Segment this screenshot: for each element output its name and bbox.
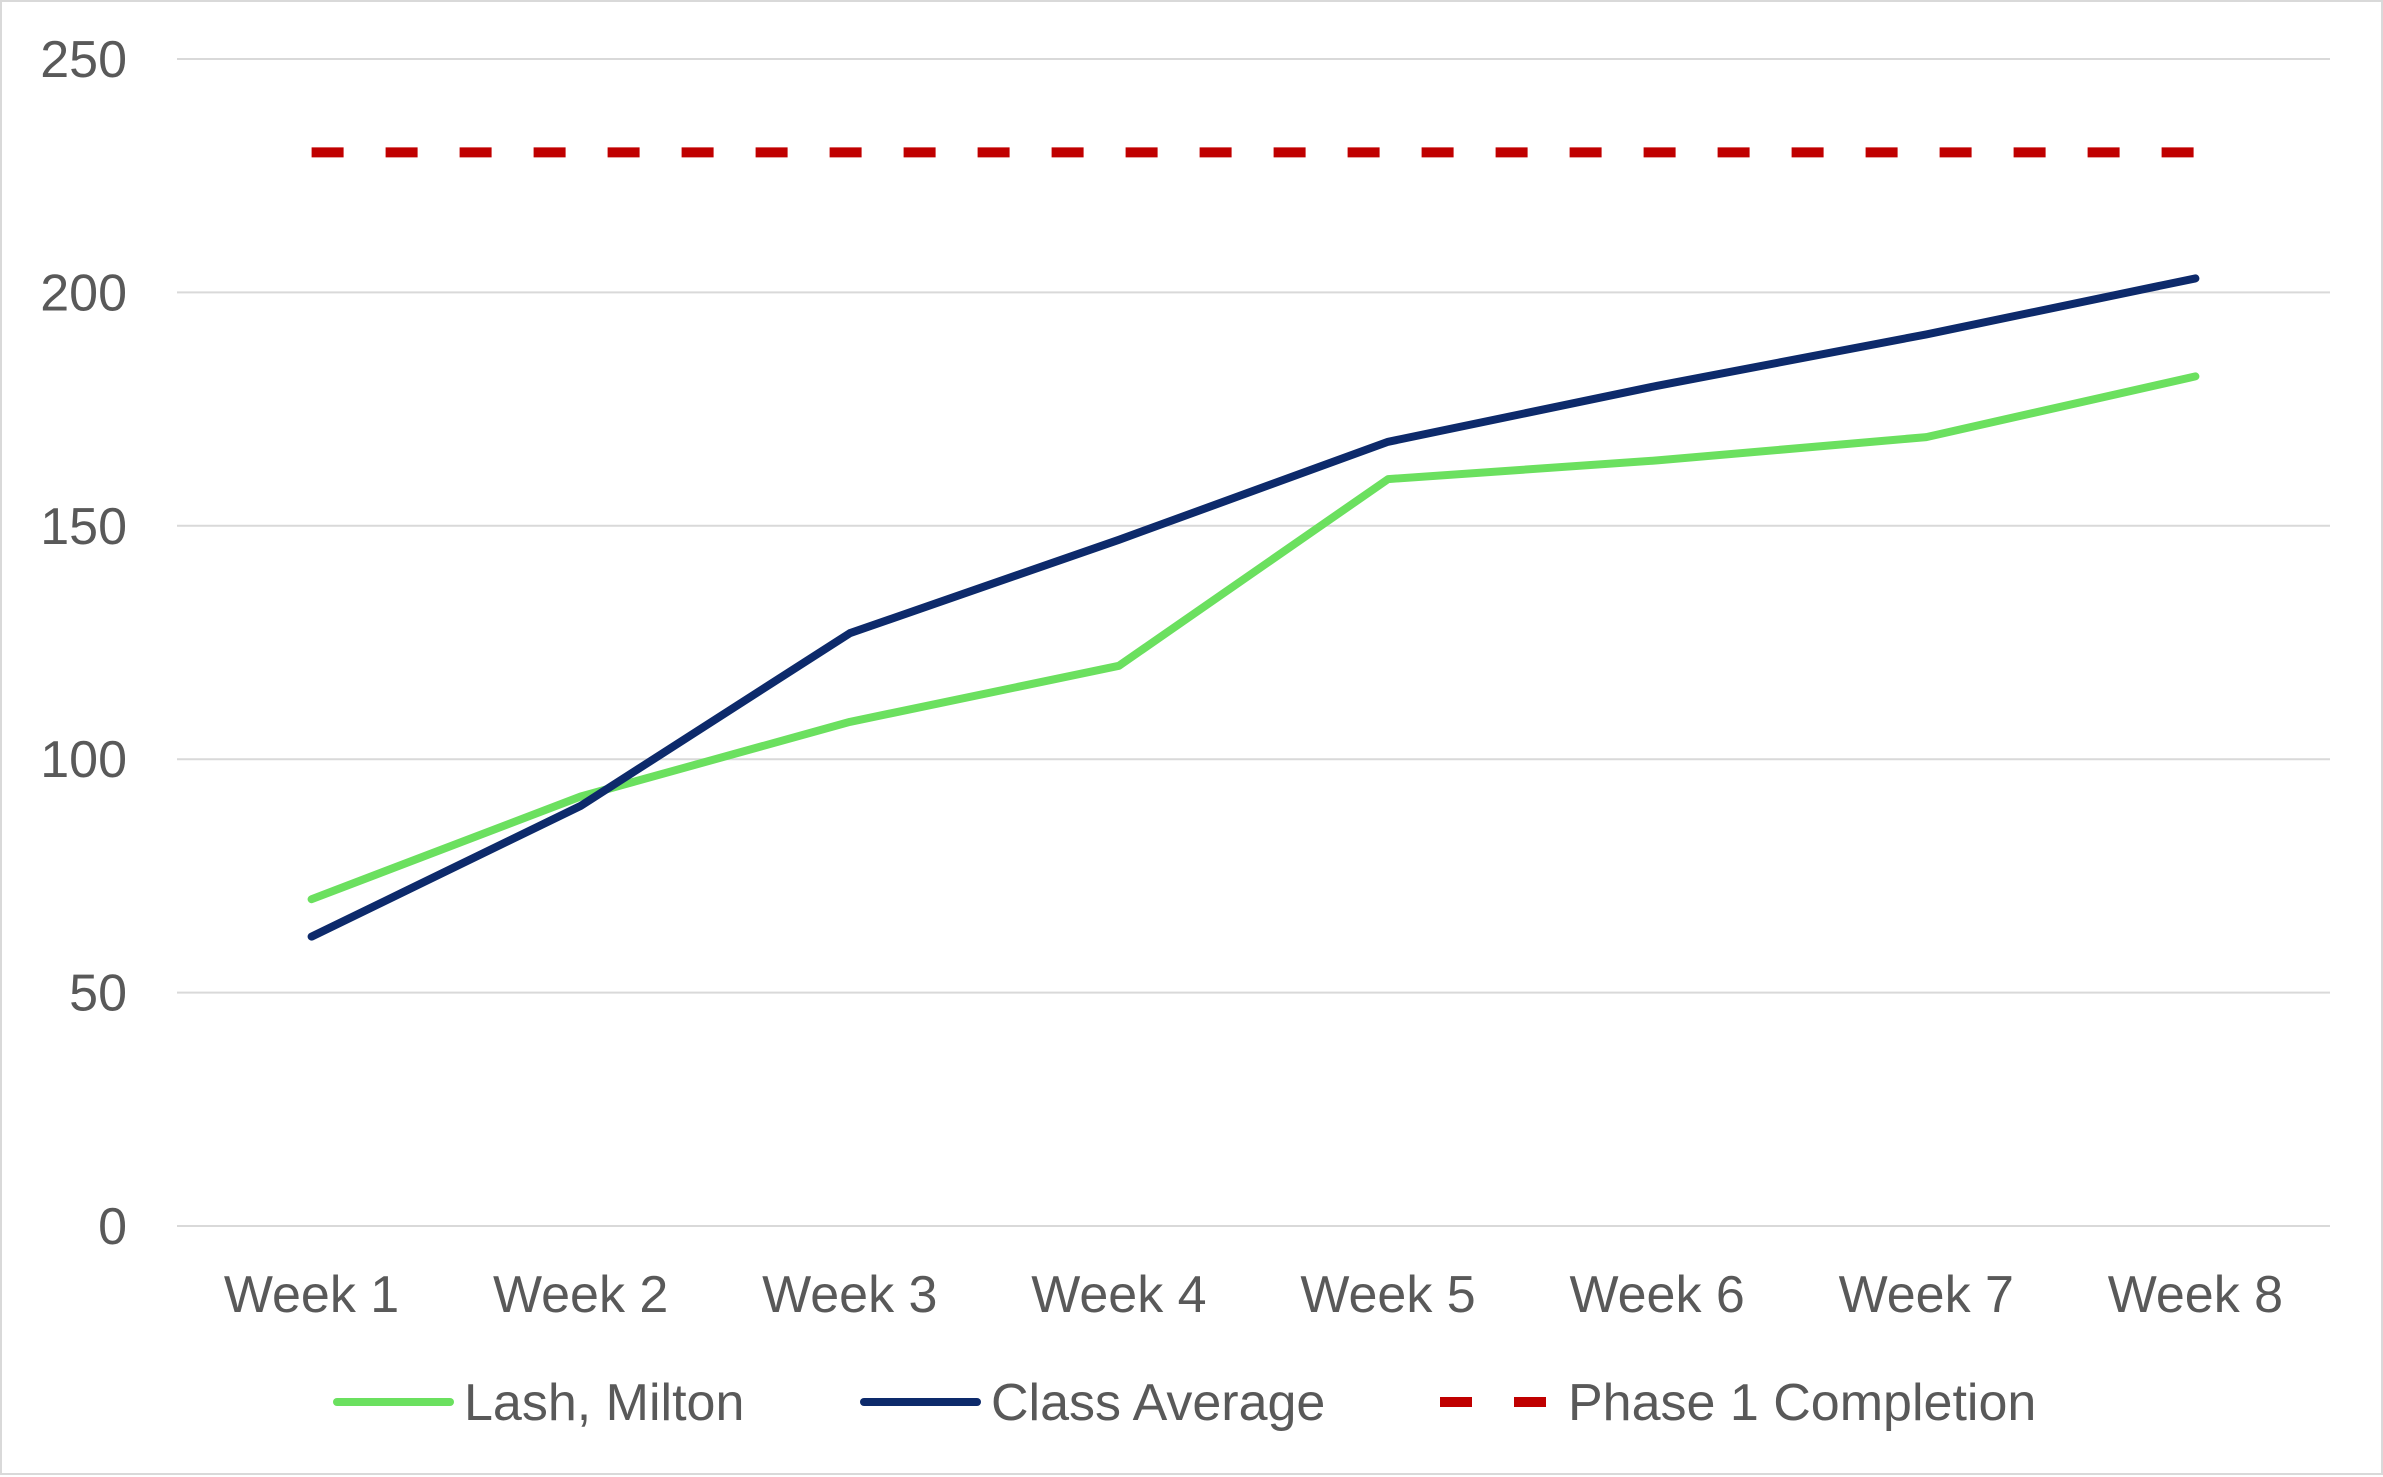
x-tick-label-5: Week 5 [1300, 1266, 1475, 1324]
y-tick-label-50: 50 [69, 965, 127, 1023]
legend-item-3: Phase 1 Completion [1440, 1374, 2036, 1432]
legend-item-2: Class Average [864, 1374, 1325, 1432]
y-tick-label-250: 250 [40, 31, 127, 89]
legend-label-3: Phase 1 Completion [1568, 1374, 2036, 1432]
legend-label-1: Lash, Milton [464, 1374, 744, 1432]
x-tick-label-4: Week 4 [1031, 1266, 1206, 1324]
y-axis-tick-labels: 0 50 100 150 200 250 [40, 31, 127, 1256]
x-tick-label-2: Week 2 [493, 1266, 668, 1324]
series-line-1 [312, 376, 2196, 899]
x-tick-label-8: Week 8 [2108, 1266, 2283, 1324]
series-line-2 [312, 278, 2196, 936]
x-tick-label-1: Week 1 [224, 1266, 399, 1324]
y-tick-label-100: 100 [40, 731, 127, 789]
y-tick-label-150: 150 [40, 498, 127, 556]
legend-label-2: Class Average [991, 1374, 1325, 1432]
y-tick-label-200: 200 [40, 264, 127, 322]
x-tick-label-3: Week 3 [762, 1266, 937, 1324]
legend: Lash, Milton Class Average Phase 1 Complet… [337, 1374, 2036, 1432]
x-tick-label-6: Week 6 [1570, 1266, 1745, 1324]
gridlines [177, 59, 2330, 1226]
legend-item-1: Lash, Milton [337, 1374, 744, 1432]
x-axis-tick-labels: Week 1 Week 2 Week 3 Week 4 Week 5 Week 6 Week… [224, 1266, 2283, 1324]
x-tick-label-7: Week 7 [1839, 1266, 2014, 1324]
series-lines [312, 152, 2196, 936]
y-tick-label-0: 0 [98, 1198, 127, 1256]
